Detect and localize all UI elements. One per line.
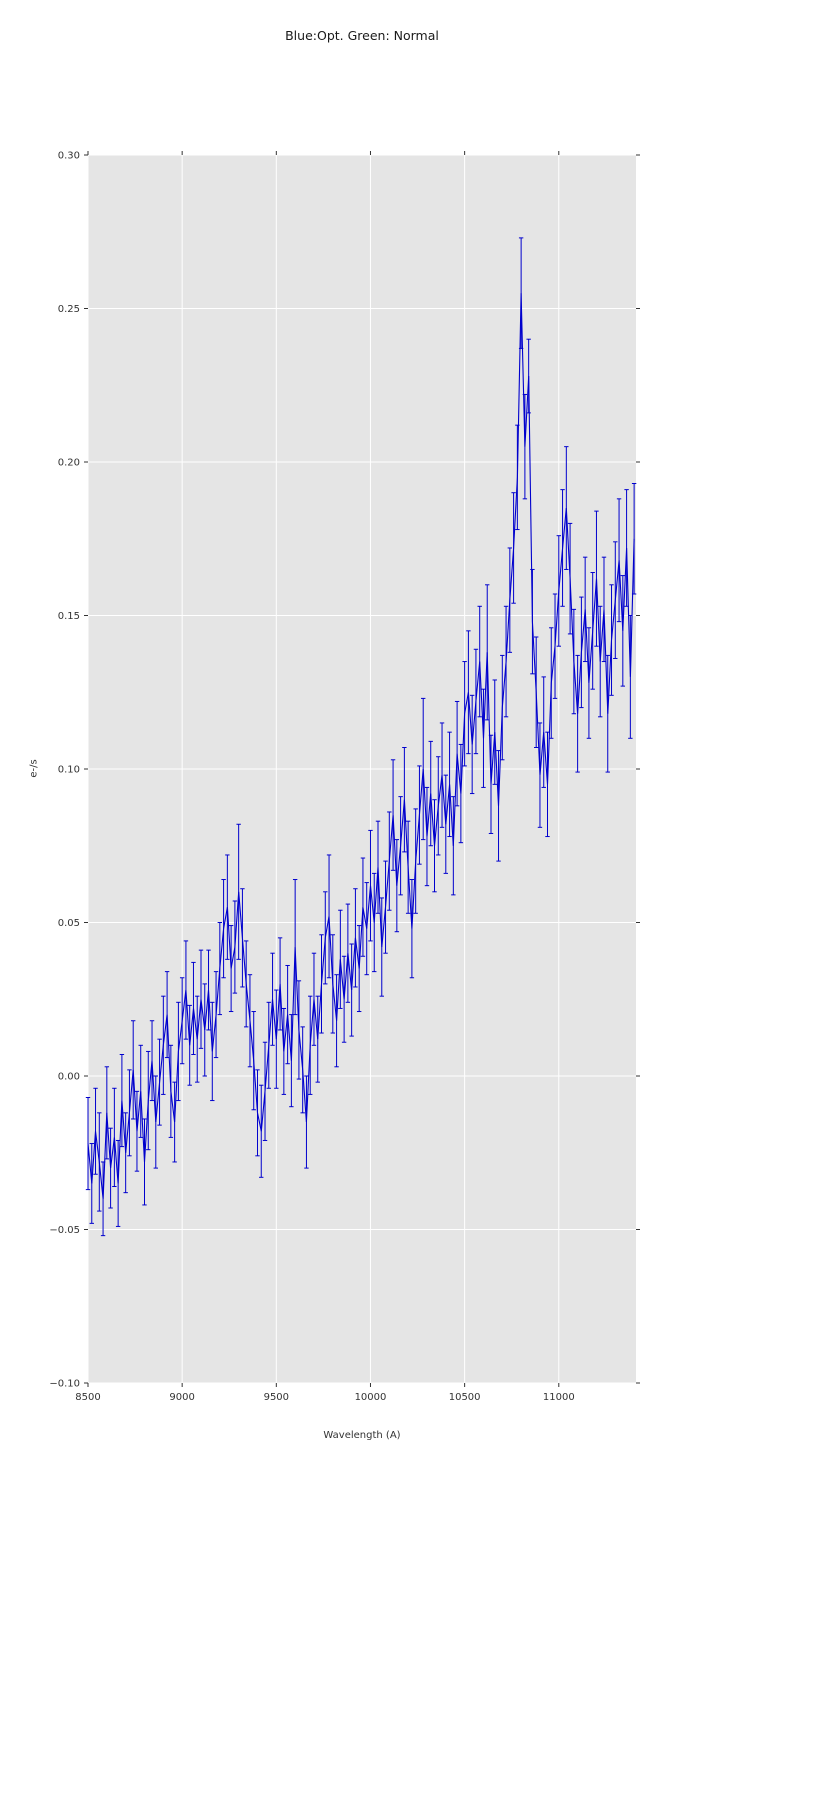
y-tick-label: −0.10 (49, 1379, 80, 1390)
x-tick-label: 8500 (75, 1392, 100, 1403)
data-line (87, 293, 635, 1199)
y-tick-label: 0.20 (58, 458, 80, 469)
x-tick-label: 9000 (169, 1392, 194, 1403)
y-tick-label: 0.10 (58, 765, 80, 776)
x-axis-label: Wavelength (A) (323, 1430, 401, 1441)
x-tick-label: 10500 (449, 1392, 481, 1403)
x-tick-label: 9500 (264, 1392, 289, 1403)
x-tick-label: 11000 (543, 1392, 575, 1403)
y-tick-label: 0.25 (58, 304, 80, 315)
y-tick-label: 0.30 (58, 151, 80, 162)
y-tick-label: 0.05 (58, 918, 80, 929)
x-tick-label: 10000 (355, 1392, 387, 1403)
chart-title: Blue:Opt. Green: Normal (285, 28, 439, 43)
y-tick-label: −0.05 (49, 1225, 80, 1236)
y-tick-label: 0.00 (58, 1072, 80, 1083)
y-tick-label: 0.15 (58, 611, 80, 622)
